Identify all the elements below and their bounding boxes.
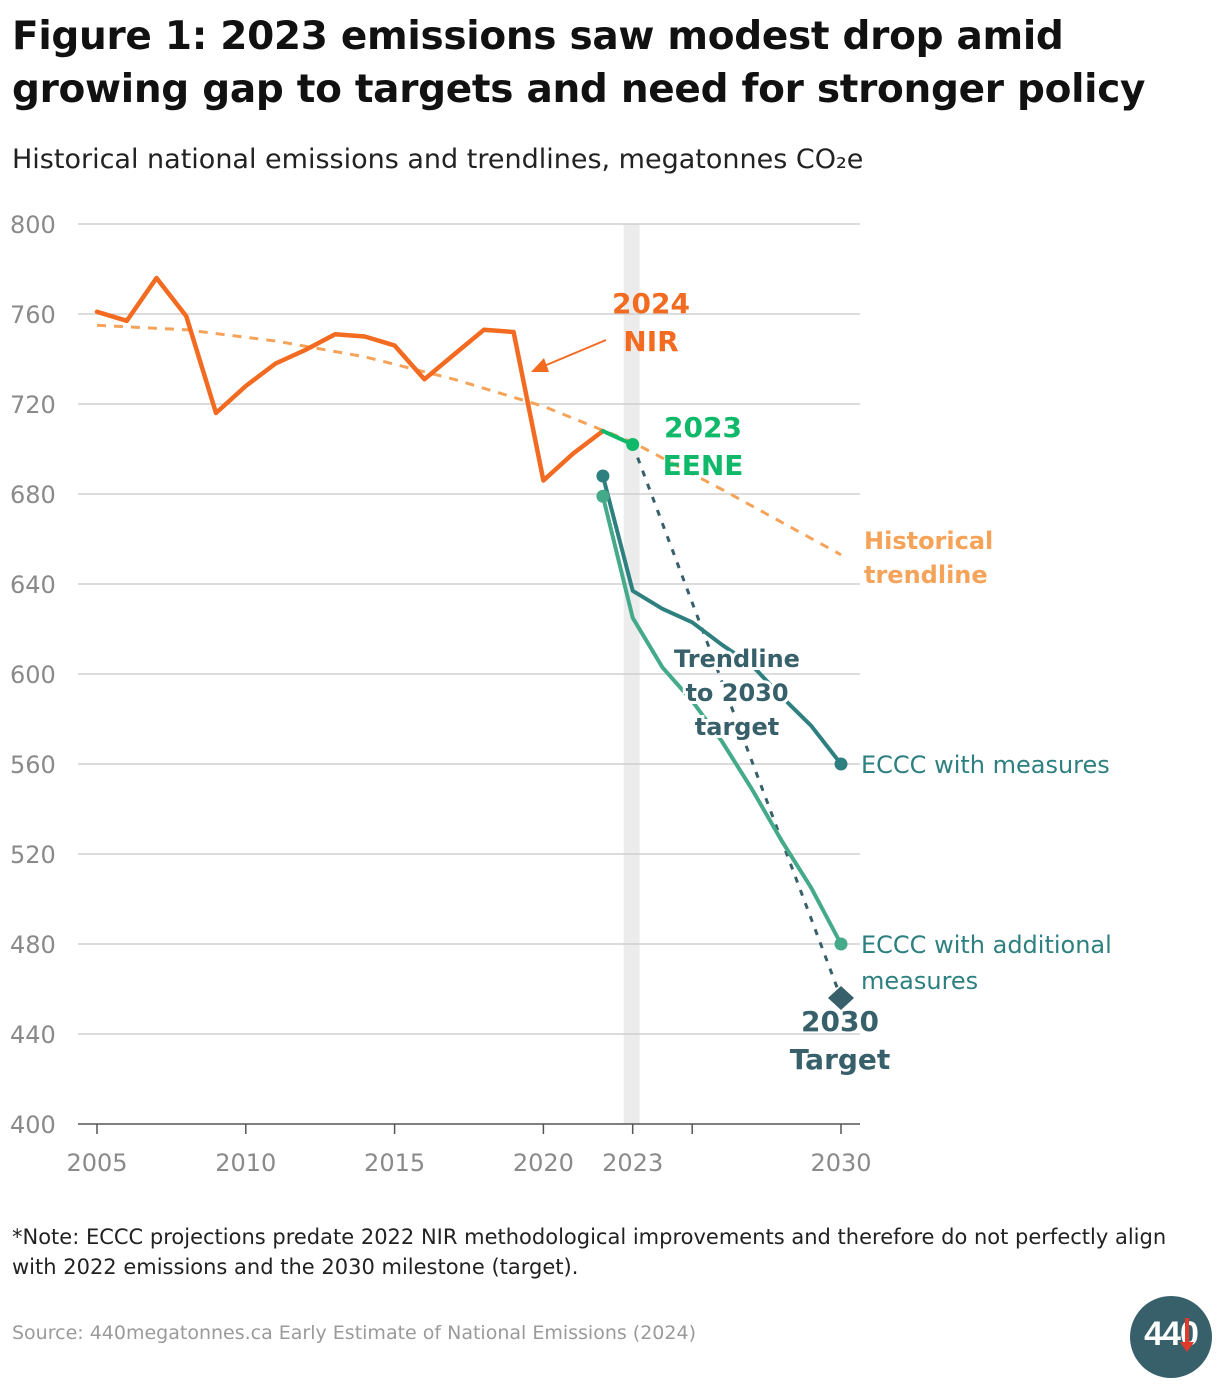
y-tick-label: 440 bbox=[10, 1021, 56, 1049]
chart-subtitle: Historical national emissions and trendl… bbox=[12, 144, 864, 175]
target-annotation: 2030 Target bbox=[790, 1005, 891, 1076]
x-tick-label: 2005 bbox=[66, 1149, 127, 1177]
additional-start-point bbox=[596, 489, 610, 503]
eene-2023-point bbox=[626, 438, 640, 451]
nir-arrow-head-icon bbox=[531, 358, 549, 372]
x-axis: 2005 2010 2015 2020 2023 2030 bbox=[66, 1124, 872, 1177]
gridlines bbox=[78, 223, 860, 1125]
series-historical-trendline bbox=[96, 323, 842, 557]
y-tick-label: 800 bbox=[10, 211, 56, 239]
y-tick-label: 760 bbox=[10, 301, 56, 329]
additional-end-point bbox=[834, 937, 848, 951]
nir-annotation: 2024 NIR bbox=[612, 287, 690, 358]
y-tick-label: 400 bbox=[10, 1111, 56, 1139]
logo-arrow-icon bbox=[1185, 1318, 1189, 1344]
x-tick-label: 2010 bbox=[215, 1149, 276, 1177]
y-tick-label: 600 bbox=[10, 661, 56, 689]
y-tick-label: 520 bbox=[10, 841, 56, 869]
historical-trendline-annotation: Historical trendline bbox=[864, 527, 993, 589]
series-additional-measures-line bbox=[600, 494, 843, 946]
trendline-target-annotation: Trendline to 2030 target bbox=[674, 645, 800, 741]
series-with-measures-line bbox=[600, 474, 843, 766]
y-tick-label: 720 bbox=[10, 391, 56, 419]
logo-arrow-head-icon bbox=[1180, 1342, 1194, 1352]
x-tick-label: 2030 bbox=[810, 1149, 871, 1177]
y-tick-labels: 400 440 480 520 560 600 640 680 720 760 800 bbox=[10, 211, 56, 1139]
x-tick-label: 2015 bbox=[364, 1149, 425, 1177]
with-measures-end-point bbox=[834, 757, 848, 771]
eene-annotation: 2023 EENE bbox=[663, 411, 744, 482]
series-target-trendline bbox=[631, 443, 843, 999]
chart-title: Figure 1: 2023 emissions saw modest drop… bbox=[12, 14, 1146, 112]
annotations: 2024 NIR 2023 EENE Historical trendline Trendl… bbox=[531, 287, 1112, 1076]
target-2030-marker bbox=[828, 986, 854, 1010]
y-tick-label: 480 bbox=[10, 931, 56, 959]
source-text: Source: 440megatonnes.ca Early Estimate … bbox=[12, 1322, 696, 1344]
nir-arrow-line bbox=[543, 339, 607, 367]
series-nir-line bbox=[94, 275, 606, 483]
brand-logo: 440 bbox=[1130, 1296, 1212, 1378]
x-tick-label: 2023 bbox=[602, 1149, 663, 1177]
x-tick-label: 2020 bbox=[513, 1149, 574, 1177]
with-measures-annotation: ECCC with measures bbox=[861, 751, 1110, 779]
with-measures-start-point bbox=[596, 469, 610, 483]
y-tick-label: 680 bbox=[10, 481, 56, 509]
y-tick-label: 560 bbox=[10, 751, 56, 779]
additional-measures-annotation: ECCC with additional measures bbox=[861, 931, 1112, 995]
footnote: *Note: ECCC projections predate 2022 NIR… bbox=[12, 1225, 1167, 1279]
logo-text: 440 bbox=[1144, 1315, 1199, 1353]
y-tick-label: 640 bbox=[10, 571, 56, 599]
series-lines bbox=[94, 275, 843, 999]
series-points bbox=[596, 438, 854, 1010]
